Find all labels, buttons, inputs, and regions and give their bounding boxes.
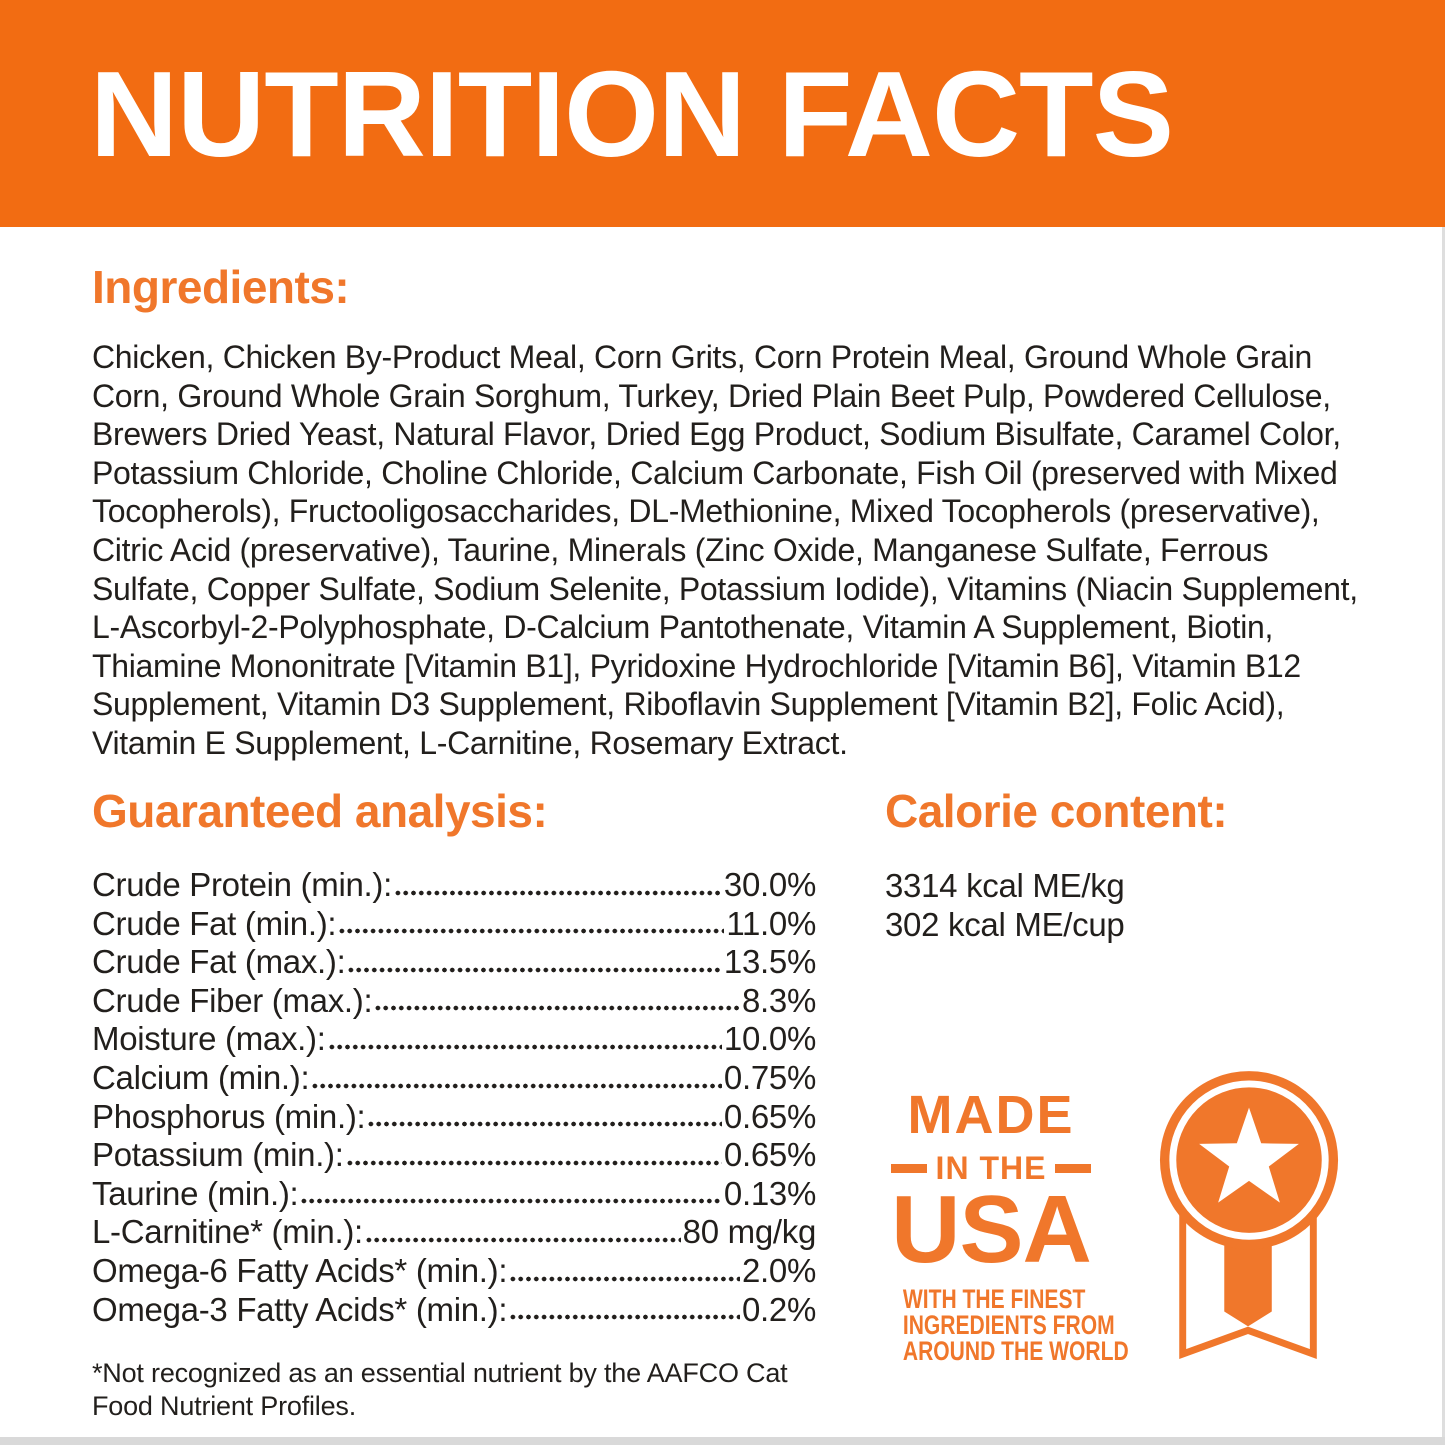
- analysis-row-crude-fat-min: Crude Fat (min.): 11.0%: [92, 905, 816, 944]
- analysis-value: 0.13%: [723, 1174, 816, 1212]
- calorie-per-kg: 3314 kcal ME/kg: [885, 867, 1125, 904]
- made-label: MADE: [907, 1085, 1075, 1145]
- tagline-line-3: AROUND THE WORLD: [902, 1336, 1129, 1366]
- dotted-leader: [374, 1005, 740, 1012]
- analysis-row-phosphorus: Phosphorus (min.): 0.65%: [92, 1098, 816, 1137]
- analysis-label: Crude Protein (min.):: [92, 866, 392, 903]
- analysis-label: Crude Fat (max.):: [92, 943, 346, 981]
- page-right-edge: [1442, 227, 1445, 1445]
- analysis-value: 0.75%: [723, 1058, 816, 1096]
- header-banner: NUTRITION FACTS: [0, 0, 1445, 227]
- analysis-label: Moisture (max.):: [92, 1020, 326, 1058]
- calorie-content-section: Calorie content: 3314 kcal ME/kg 302 kca…: [885, 786, 1365, 944]
- made-in-usa-claim: MADE IN THE USA WITH THE FINEST INGREDIE…: [878, 1085, 1129, 1366]
- tagline-line-2: INGREDIENTS FROM: [902, 1310, 1115, 1340]
- dotted-leader: [393, 889, 722, 896]
- analysis-value: 10.0%: [723, 1020, 816, 1058]
- analysis-value: 8.3%: [741, 981, 816, 1019]
- analysis-value: 0.65%: [723, 1136, 816, 1174]
- analysis-label: Phosphorus (min.):: [92, 1097, 366, 1135]
- award-ribbon-star-icon: [1159, 1071, 1339, 1360]
- dotted-leader: [300, 1198, 722, 1205]
- dash-decoration-right: [1055, 1163, 1092, 1173]
- aafco-footnote: *Not recognized as an essential nutrient…: [92, 1358, 788, 1422]
- dotted-leader: [347, 966, 722, 973]
- dash-decoration-left: [890, 1163, 927, 1173]
- star-icon: [1199, 1107, 1299, 1203]
- dotted-leader: [364, 1236, 681, 1243]
- page-title: NUTRITION FACTS: [90, 45, 1174, 182]
- analysis-label: Crude Fiber (max.):: [92, 981, 373, 1019]
- in-the-text: IN THE: [935, 1150, 1047, 1186]
- ingredients-heading: Ingredients:: [92, 261, 350, 313]
- usa-tagline: WITH THE FINEST INGREDIENTS FROM AROUND …: [902, 1284, 1129, 1366]
- analysis-value: 80 mg/kg: [682, 1213, 817, 1251]
- analysis-value: 13.5%: [723, 943, 816, 981]
- dotted-leader: [345, 1159, 722, 1166]
- guaranteed-analysis-table: Crude Protein (min.): 30.0% Crude Fat (m…: [92, 866, 816, 1329]
- analysis-label: Omega-6 Fatty Acids* (min.):: [92, 1251, 508, 1289]
- analysis-value: 11.0%: [726, 904, 816, 942]
- analysis-value: 30.0%: [723, 866, 816, 903]
- dotted-leader: [509, 1314, 740, 1321]
- analysis-label: Taurine (min.):: [92, 1174, 299, 1212]
- calorie-content-heading: Calorie content:: [885, 785, 1228, 837]
- calorie-per-cup: 302 kcal ME/cup: [885, 906, 1125, 943]
- dotted-leader: [327, 1043, 722, 1050]
- analysis-label: Crude Fat (min.):: [92, 904, 337, 942]
- guaranteed-analysis-section: Guaranteed analysis: Crude Protein (min.…: [92, 786, 816, 1423]
- analysis-row-moisture: Moisture (max.): 10.0%: [92, 1020, 816, 1059]
- dotted-leader: [509, 1275, 740, 1282]
- analysis-label: Calcium (min.):: [92, 1058, 310, 1096]
- analysis-label: Potassium (min.):: [92, 1136, 344, 1174]
- analysis-row-calcium: Calcium (min.): 0.75%: [92, 1059, 816, 1098]
- analysis-label: Omega-3 Fatty Acids* (min.):: [92, 1290, 508, 1328]
- analysis-row-potassium: Potassium (min.): 0.65%: [92, 1136, 816, 1175]
- analysis-row-taurine: Taurine (min.): 0.13%: [92, 1175, 816, 1214]
- analysis-row-crude-fat-max: Crude Fat (max.): 13.5%: [92, 943, 816, 982]
- guaranteed-analysis-heading: Guaranteed analysis:: [92, 785, 548, 837]
- analysis-row-omega-3: Omega-3 Fatty Acids* (min.): 0.2%: [92, 1291, 816, 1330]
- analysis-row-l-carnitine: L-Carnitine* (min.): 80 mg/kg: [92, 1213, 816, 1252]
- calorie-values: 3314 kcal ME/kg 302 kcal ME/cup: [885, 866, 1365, 944]
- analysis-value: 0.2%: [741, 1290, 816, 1328]
- in-the-label: IN THE: [878, 1152, 1104, 1184]
- dotted-leader: [338, 928, 725, 935]
- dotted-leader: [367, 1121, 722, 1128]
- bottom-edge-strip: [0, 1437, 1445, 1445]
- analysis-value: 2.0%: [741, 1251, 816, 1289]
- tagline-line-1: WITH THE FINEST: [902, 1284, 1086, 1314]
- analysis-row-crude-protein: Crude Protein (min.): 30.0%: [92, 866, 816, 905]
- usa-label: USA: [891, 1176, 1092, 1283]
- ingredients-text: Chicken, Chicken By-Product Meal, Corn G…: [92, 339, 1358, 761]
- analysis-row-omega-6: Omega-6 Fatty Acids* (min.): 2.0%: [92, 1252, 816, 1291]
- analysis-row-crude-fiber: Crude Fiber (max.): 8.3%: [92, 982, 816, 1021]
- analysis-value: 0.65%: [723, 1097, 816, 1135]
- dotted-leader: [311, 1082, 722, 1089]
- analysis-label: L-Carnitine* (min.):: [92, 1213, 363, 1251]
- ingredients-section: Ingredients: Chicken, Chicken By-Product…: [92, 262, 1362, 763]
